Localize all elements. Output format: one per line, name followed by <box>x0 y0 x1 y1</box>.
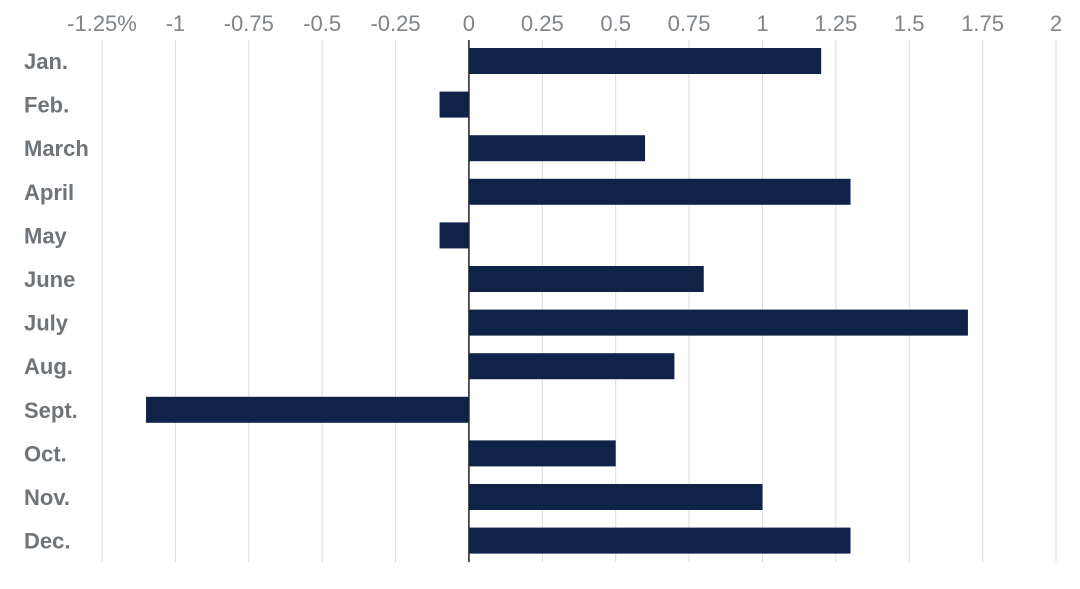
x-tick-label: 1.25 <box>814 11 857 36</box>
x-tick-label: -0.5 <box>303 11 341 36</box>
x-tick-label: -0.25 <box>370 11 420 36</box>
bar <box>468 48 822 74</box>
category-label: Oct. <box>24 441 67 466</box>
bar <box>468 178 851 205</box>
category-label: March <box>24 136 89 161</box>
bar <box>468 527 851 554</box>
x-tick-label: 0.75 <box>668 11 711 36</box>
category-label: May <box>24 223 68 248</box>
x-tick-label: 0.5 <box>600 11 631 36</box>
bar <box>468 484 763 510</box>
x-tick-label: -0.75 <box>224 11 274 36</box>
bar <box>468 135 646 162</box>
bar <box>468 266 704 292</box>
x-tick-label: 1.75 <box>961 11 1004 36</box>
category-label: April <box>24 180 74 205</box>
category-label: Sept. <box>24 398 78 423</box>
category-label: Dec. <box>24 529 70 554</box>
x-axis-ticks: -1.25% -1 -0.75 -0.5 -0.25 0 0.25 0.5 0.75 1 1.25 1… <box>67 11 1062 36</box>
x-tick-label: 2 <box>1050 11 1062 36</box>
x-tick-label: -1 <box>166 11 186 36</box>
category-label: Aug. <box>24 354 73 379</box>
category-label: June <box>24 267 75 292</box>
gridlines <box>101 40 1057 562</box>
bar <box>146 396 469 423</box>
category-label: Nov. <box>24 485 70 510</box>
bar <box>468 440 616 467</box>
category-label: July <box>24 311 69 336</box>
x-tick-label: 0 <box>463 11 475 36</box>
category-label: Jan. <box>24 49 68 74</box>
category-label: Feb. <box>24 93 69 118</box>
bar <box>468 309 968 336</box>
x-tick-label: 1.5 <box>894 11 925 36</box>
bar <box>439 222 469 249</box>
category-labels: Jan. Feb. March April May June July Aug. Sept. Oc… <box>24 49 89 554</box>
x-tick-label: 1 <box>756 11 768 36</box>
x-tick-label: 0.25 <box>521 11 564 36</box>
bar <box>468 353 675 380</box>
bar <box>439 91 469 118</box>
x-tick-label: -1.25% <box>67 11 137 36</box>
bars <box>146 48 968 554</box>
